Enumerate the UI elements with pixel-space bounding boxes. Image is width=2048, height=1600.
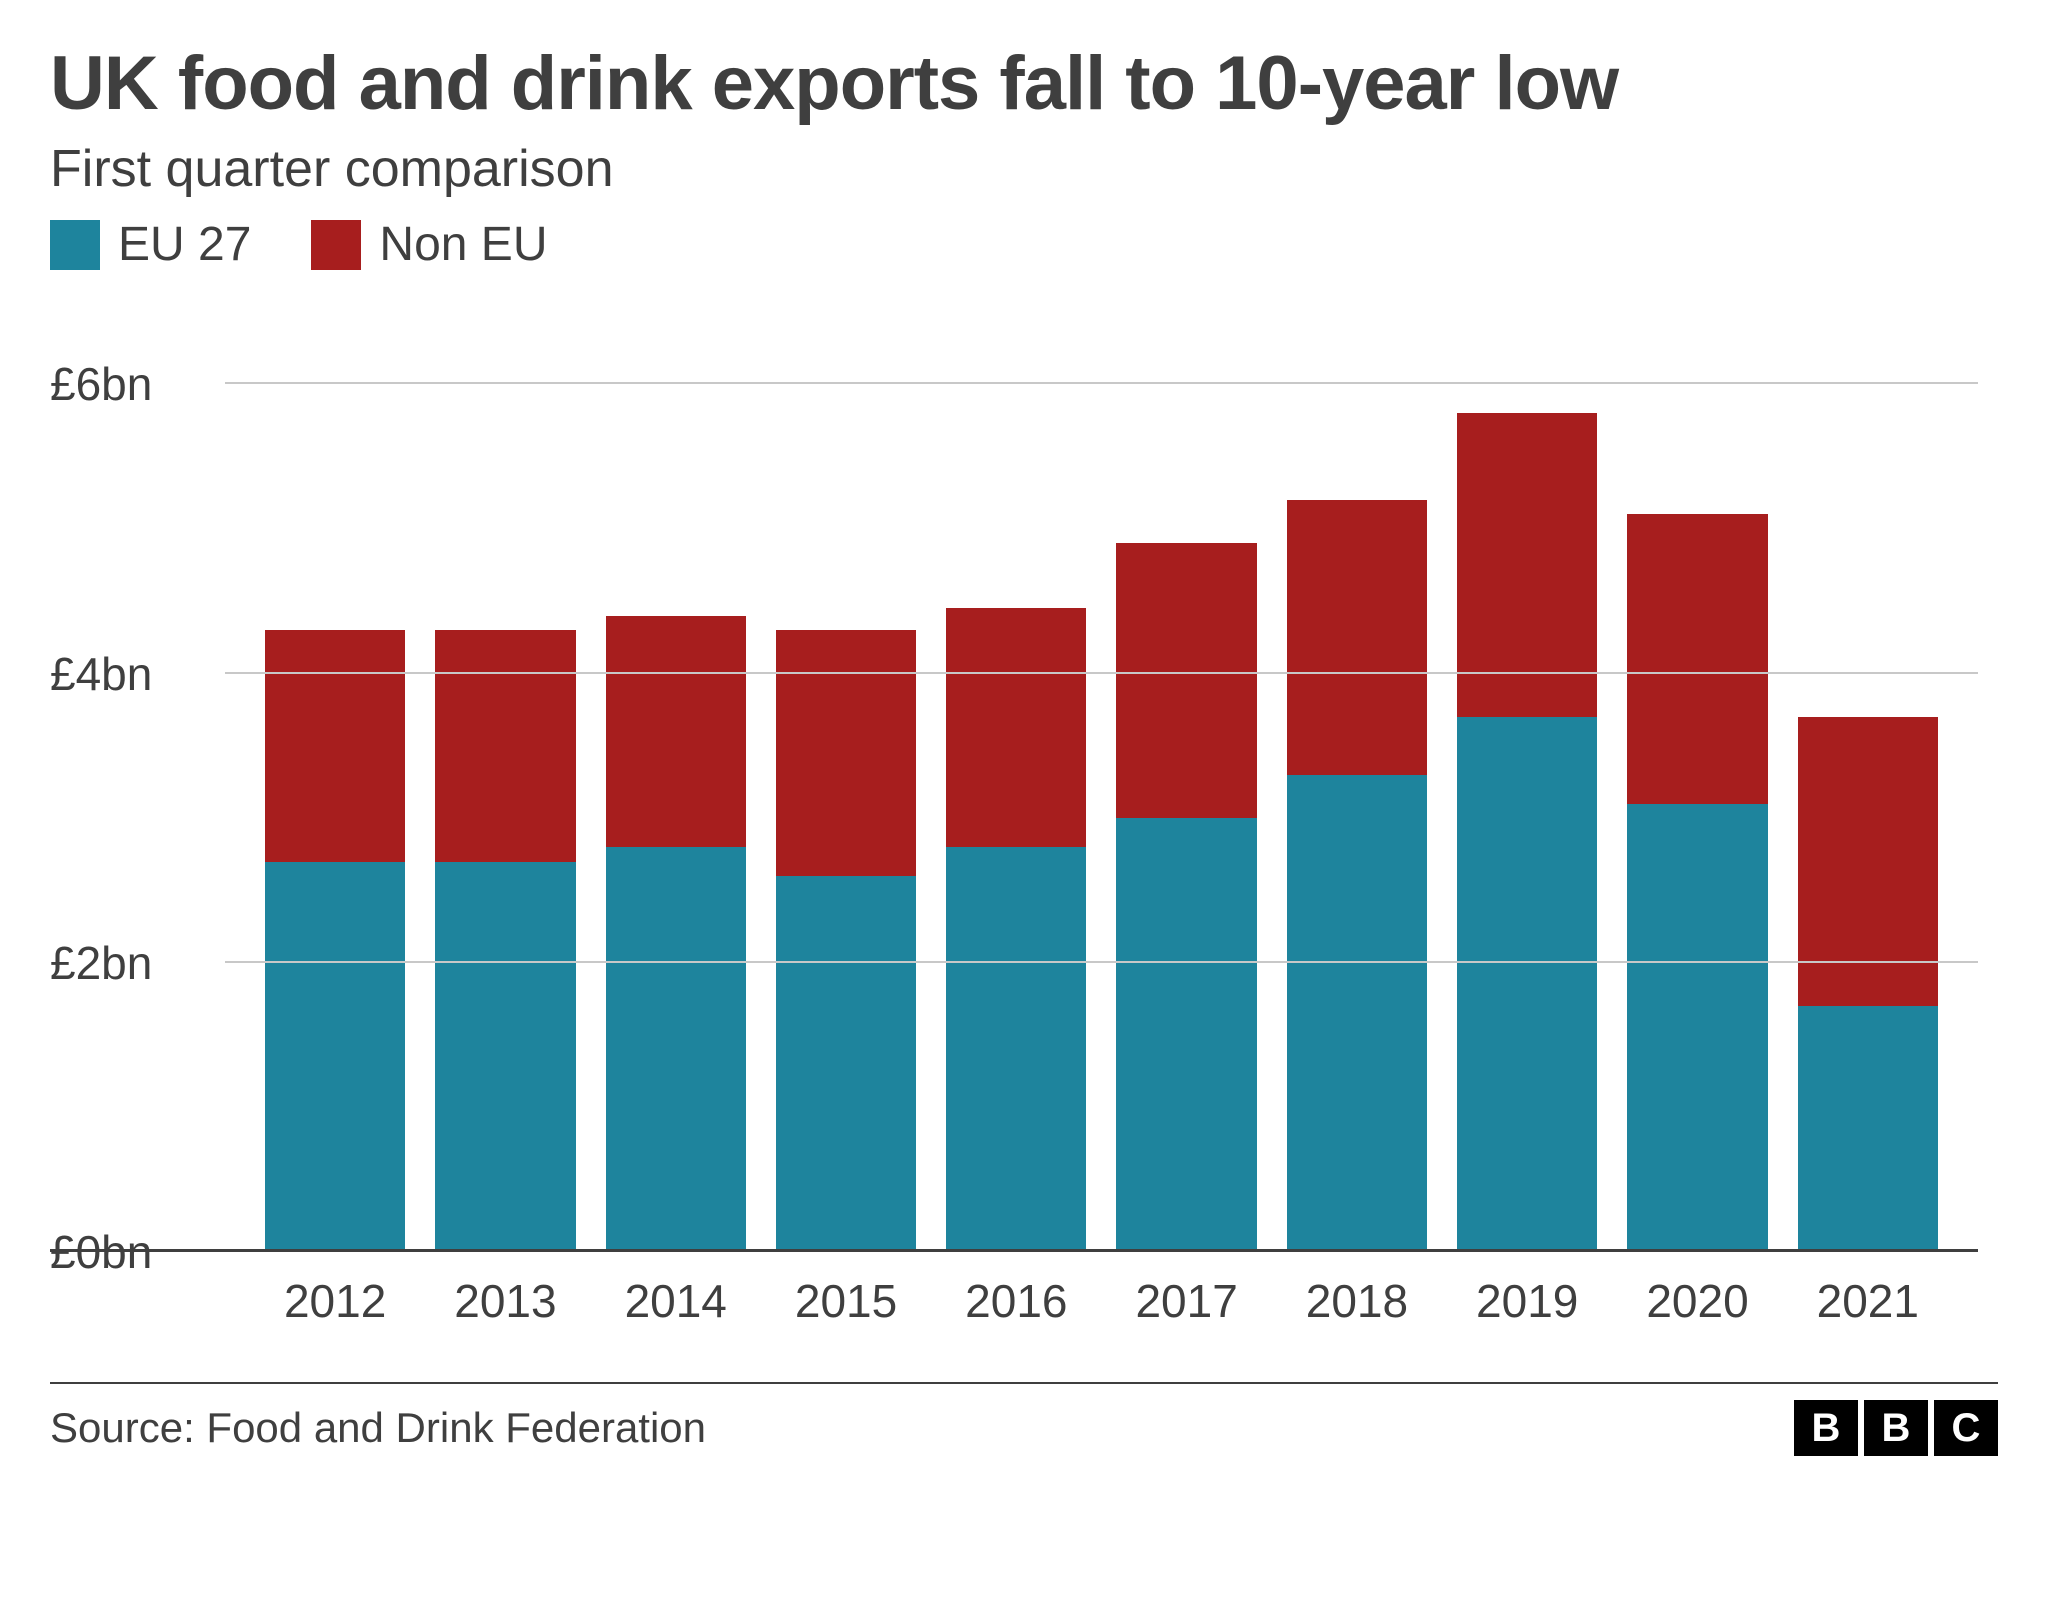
source-text: Source: Food and Drink Federation: [50, 1404, 706, 1452]
bar-column: 2014: [606, 312, 746, 1252]
legend: EU 27 Non EU: [50, 217, 1998, 272]
bar-segment-eu27: [435, 862, 575, 1252]
bar-segment-eu27: [1457, 717, 1597, 1252]
bar-segment-noneu: [776, 630, 916, 876]
legend-label-eu27: EU 27: [118, 217, 251, 272]
legend-label-noneu: Non EU: [379, 217, 547, 272]
bar-segment-eu27: [776, 876, 916, 1252]
bar-segment-eu27: [1627, 804, 1767, 1252]
x-axis-label: 2015: [795, 1274, 897, 1328]
bar-segment-eu27: [1287, 775, 1427, 1252]
gridline: [225, 961, 1978, 963]
x-axis-label: 2018: [1306, 1274, 1408, 1328]
bar-segment-noneu: [435, 630, 575, 861]
y-axis-label: £6bn: [50, 357, 210, 411]
x-axis-label: 2013: [454, 1274, 556, 1328]
y-axis-label: £4bn: [50, 647, 210, 701]
bar-column: 2019: [1457, 312, 1597, 1252]
bar-column: 2020: [1627, 312, 1767, 1252]
gridline: [225, 672, 1978, 674]
x-axis-label: 2020: [1646, 1274, 1748, 1328]
bbc-logo-letter: B: [1864, 1400, 1928, 1456]
bbc-logo: B B C: [1794, 1400, 1998, 1456]
x-axis-label: 2016: [965, 1274, 1067, 1328]
bar-column: 2021: [1798, 312, 1938, 1252]
bar-column: 2016: [946, 312, 1086, 1252]
legend-swatch-noneu: [311, 220, 361, 270]
x-axis-baseline: [50, 1249, 1978, 1252]
bar-segment-noneu: [946, 608, 1086, 847]
bar-segment-noneu: [1287, 500, 1427, 775]
chart-subtitle: First quarter comparison: [50, 139, 1998, 199]
legend-swatch-eu27: [50, 220, 100, 270]
bbc-logo-letter: B: [1794, 1400, 1858, 1456]
bar-column: 2018: [1287, 312, 1427, 1252]
y-axis-label: £2bn: [50, 936, 210, 990]
bar-segment-eu27: [946, 847, 1086, 1252]
y-axis-label: £0bn: [50, 1225, 210, 1279]
x-axis-label: 2012: [284, 1274, 386, 1328]
bar-segment-noneu: [1116, 543, 1256, 818]
bbc-logo-letter: C: [1934, 1400, 1998, 1456]
bar-segment-noneu: [265, 630, 405, 861]
bar-column: 2015: [776, 312, 916, 1252]
legend-item-noneu: Non EU: [311, 217, 547, 272]
bar-segment-eu27: [265, 862, 405, 1252]
bar-segment-eu27: [1116, 818, 1256, 1252]
bar-column: 2013: [435, 312, 575, 1252]
bars-container: 2012201320142015201620172018201920202021: [225, 312, 1978, 1252]
x-axis-label: 2017: [1135, 1274, 1237, 1328]
x-axis-label: 2019: [1476, 1274, 1578, 1328]
bar-segment-eu27: [1798, 1006, 1938, 1252]
chart-title: UK food and drink exports fall to 10-yea…: [50, 40, 1998, 127]
bar-segment-noneu: [606, 616, 746, 847]
chart-area: 2012201320142015201620172018201920202021…: [50, 312, 1998, 1342]
legend-item-eu27: EU 27: [50, 217, 251, 272]
footer: Source: Food and Drink Federation B B C: [50, 1382, 1998, 1456]
bar-column: 2012: [265, 312, 405, 1252]
x-axis-label: 2021: [1817, 1274, 1919, 1328]
x-axis-label: 2014: [625, 1274, 727, 1328]
plot-region: 2012201320142015201620172018201920202021…: [225, 312, 1978, 1252]
bar-column: 2017: [1116, 312, 1256, 1252]
bar-segment-eu27: [606, 847, 746, 1252]
gridline: [225, 382, 1978, 384]
bar-segment-noneu: [1627, 514, 1767, 803]
